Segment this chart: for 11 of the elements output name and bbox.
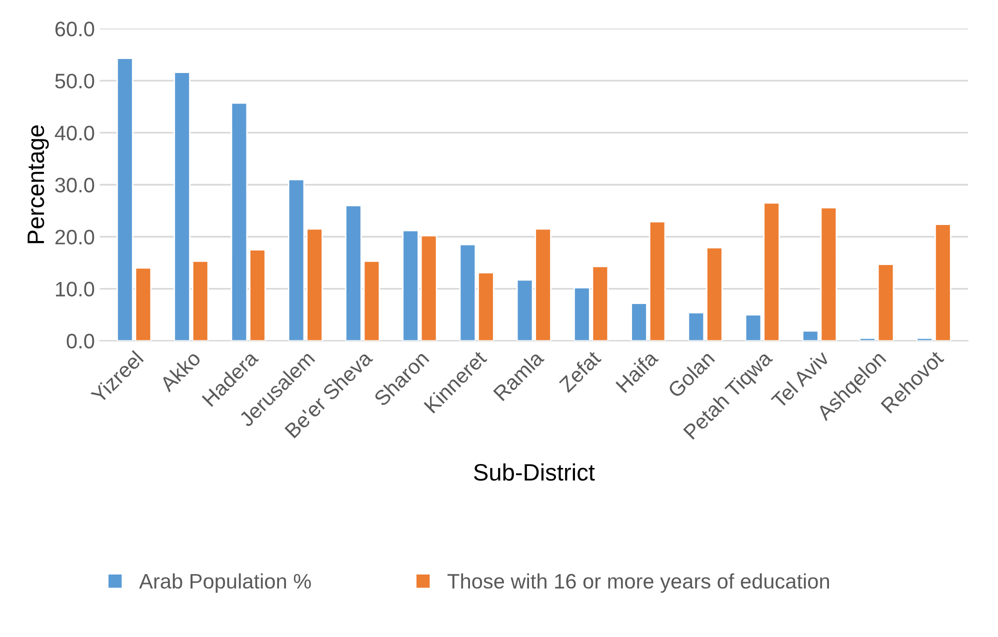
x-axis-title: Sub-District: [474, 463, 595, 481]
y-tick-label: 60.0: [55, 22, 94, 36]
y-tick-label: 10.0: [56, 282, 94, 297]
y-axis-title: Percentage: [28, 125, 49, 244]
y-tick-label: 40.0: [54, 126, 94, 140]
legend-label: Arab Population %: [139, 573, 311, 593]
y-tick-label: 30.0: [55, 178, 94, 192]
y-tick-label: 0.0: [66, 334, 94, 349]
y-tick-label: 20.0: [55, 230, 94, 245]
y-tick-label: 50.0: [55, 74, 94, 88]
legend-label: Those with 16 or more years of education: [448, 573, 829, 593]
